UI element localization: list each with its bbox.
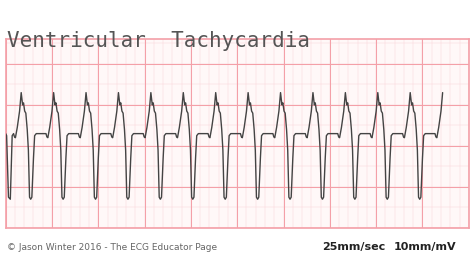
Text: 10mm/mV: 10mm/mV	[393, 242, 456, 252]
Text: Ventricular  Tachycardia: Ventricular Tachycardia	[7, 31, 310, 51]
Text: © Jason Winter 2016 - The ECG Educator Page: © Jason Winter 2016 - The ECG Educator P…	[7, 243, 217, 252]
Text: 25mm/sec: 25mm/sec	[322, 242, 385, 252]
